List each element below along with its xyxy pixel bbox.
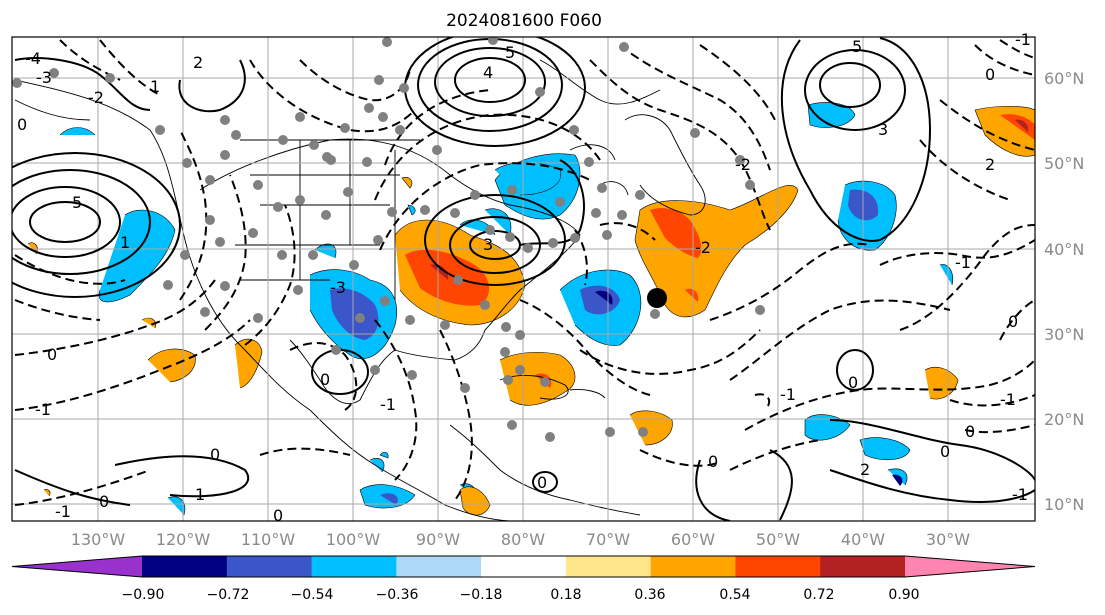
contour-label: 3 (878, 120, 888, 139)
colorbar-tick-label: −0.90 (122, 587, 165, 603)
colorbar-segment (565, 556, 652, 577)
longitude-labels: 130°W 120°W 110°W 100°W 90°W 80°W 70°W 6… (71, 530, 970, 549)
lat-label: 50°N (1044, 154, 1084, 173)
colorbar-segment (142, 556, 228, 577)
contour-label: -1 (780, 385, 796, 404)
colorbar-tick-label: 0.54 (719, 587, 750, 603)
contour-label: 0 (708, 452, 718, 471)
lon-label: 120°W (156, 530, 211, 549)
contour-label: 1 (120, 233, 130, 252)
lat-label: 30°N (1044, 325, 1084, 344)
contour-label: -1 (1015, 30, 1031, 49)
colorbar-tick-label: 0.36 (634, 587, 665, 603)
colorbar-segment (650, 556, 736, 577)
colorbar-tick-label: −0.36 (376, 587, 419, 603)
lon-label: 130°W (71, 530, 126, 549)
contour-label: 0 (17, 115, 27, 134)
contour-label: 0 (99, 492, 109, 511)
colorbar-tick-labels: −0.90 −0.72 −0.54 −0.36 −0.18 0.18 0.36 … (122, 587, 920, 603)
colorbar-tick-label: 0.90 (888, 587, 919, 603)
lon-label: 40°W (841, 530, 885, 549)
map-title: 2024081600 F060 (446, 11, 602, 31)
lon-label: 110°W (241, 530, 296, 549)
colorbar-segment (481, 556, 567, 577)
lon-label: 80°W (501, 530, 545, 549)
contour-label: -2 (695, 238, 711, 257)
contour-label: 0 (47, 345, 57, 364)
positive-anomaly-fills-deep (430, 119, 1029, 280)
lon-label: 60°W (671, 530, 715, 549)
colorbar-segment (226, 556, 313, 577)
contour-label: 5 (505, 43, 515, 62)
contour-label: -1 (955, 253, 971, 272)
colorbar-extend-low (12, 556, 142, 577)
colorbar-outline (11, 555, 1036, 578)
contour-label: 0 (848, 373, 858, 392)
colorbar (11, 555, 1036, 578)
map-panel: 5 4 5 5 3 2 0 -1 -1 0 1 0 0 -1 0 0 2 0 -… (11, 30, 1036, 525)
contour-label: 3 (483, 235, 493, 254)
coastlines (14, 59, 706, 521)
colorbar-extend-high (905, 556, 1035, 577)
lat-label: 60°N (1044, 69, 1084, 88)
contour-label: 0 (985, 65, 995, 84)
lon-label: 50°W (756, 530, 800, 549)
latitude-labels: 60°N 50°N 40°N 30°N 20°N 10°N (1044, 69, 1084, 514)
contour-label: 0 (1008, 312, 1018, 331)
contour-label: 0 (320, 370, 330, 389)
lon-label: 90°W (416, 530, 460, 549)
lat-label: 10°N (1044, 495, 1084, 514)
contour-label: -1 (35, 400, 51, 419)
contour-label: 0 (537, 473, 547, 492)
contour-label: -1 (380, 395, 396, 414)
colorbar-tick-label: −0.54 (291, 587, 334, 603)
colorbar-segment (311, 556, 397, 577)
colorbar-tick-label: −0.72 (207, 587, 250, 603)
solid-contours (12, 37, 1035, 521)
contour-label: 2 (193, 53, 203, 72)
contour-label: -4 (25, 49, 41, 68)
dashed-contours (14, 39, 1035, 506)
contour-label: 1 (150, 77, 160, 96)
contour-label: 2 (985, 155, 995, 174)
contour-label: -1 (1000, 390, 1016, 409)
station-dots (12, 37, 765, 442)
colorbar-tick-label: 0.18 (550, 587, 581, 603)
colorbar-segment (396, 556, 482, 577)
contour-label: -1 (55, 502, 71, 521)
contour-label: -3 (330, 278, 346, 297)
contour-label: -3 (36, 68, 52, 87)
lon-label: 70°W (586, 530, 630, 549)
storm-position-marker (647, 288, 667, 308)
lat-label: 40°N (1044, 240, 1084, 259)
colorbar-segment (820, 556, 906, 577)
contour-label: -1 (1012, 485, 1028, 504)
colorbar-tick-label: −0.18 (460, 587, 503, 603)
contour-label: 0 (273, 506, 283, 525)
contour-label: -2 (735, 155, 751, 174)
colorbar-segment (735, 556, 821, 577)
contour-label: 0 (210, 445, 220, 464)
lon-label: 30°W (926, 530, 970, 549)
contour-label: 2 (860, 460, 870, 479)
contour-label: 0 (940, 442, 950, 461)
contour-label: 1 (195, 485, 205, 504)
colorbar-tick-label: 0.72 (803, 587, 834, 603)
contour-value-labels: 5 4 5 5 3 2 0 -1 -1 0 1 0 0 -1 0 0 2 0 -… (17, 30, 1031, 525)
contour-label: 4 (483, 63, 493, 82)
contour-label: 5 (852, 37, 862, 56)
lat-label: 20°N (1044, 410, 1084, 429)
contour-label: 5 (72, 193, 82, 212)
contour-label: -2 (88, 88, 104, 107)
contour-label: 0 (965, 422, 975, 441)
lon-label: 100°W (326, 530, 381, 549)
